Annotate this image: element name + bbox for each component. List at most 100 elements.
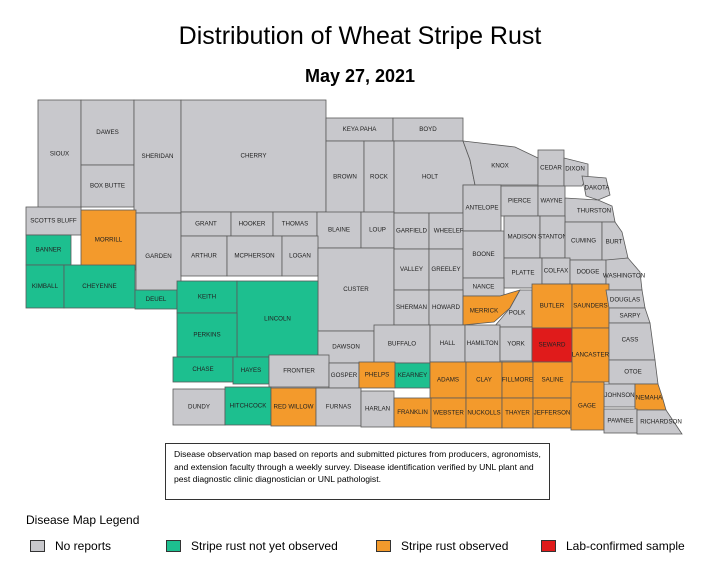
county-label-merrick: MERRICK <box>470 308 499 315</box>
county-gosper <box>328 362 360 389</box>
county-label-kearney: KEARNEY <box>398 372 428 379</box>
county-loup <box>360 211 395 249</box>
county-hamilton <box>464 324 501 363</box>
county-dundy <box>172 388 226 426</box>
county-cherry <box>180 99 327 213</box>
county-label-york: YORK <box>507 341 525 348</box>
county-label-phelps: PHELPS <box>365 372 389 379</box>
county-cheyenne <box>63 264 136 309</box>
county-label-webster: WEBSTER <box>433 410 464 417</box>
county-pierce <box>500 185 539 217</box>
county-label-blaine: BLAINE <box>328 227 350 234</box>
legend-label-no-reports: No reports <box>55 539 112 553</box>
county-label-valley: VALLEY <box>400 266 423 273</box>
legend-swatch-observed <box>376 540 391 552</box>
county-fillmore <box>501 361 534 399</box>
county-label-dundy: DUNDY <box>188 404 210 411</box>
county-label-madison: MADISON <box>508 234 537 241</box>
county-furnas <box>315 387 362 427</box>
county-label-buffalo: BUFFALO <box>388 341 416 348</box>
county-label-thurston: THURSTON <box>577 208 611 215</box>
county-label-kimball: KIMBALL <box>32 283 59 290</box>
county-label-clay: CLAY <box>476 377 492 384</box>
county-grant <box>180 211 232 237</box>
legend-swatch-not-observed <box>166 540 181 552</box>
county-label-logan: LOGAN <box>289 253 311 260</box>
county-label-chase: CHASE <box>192 366 213 373</box>
county-label-holt: HOLT <box>422 174 438 181</box>
county-label-howard: HOWARD <box>432 304 460 311</box>
county-label-polk: POLK <box>509 310 526 317</box>
county-label-dawes: DAWES <box>96 129 118 136</box>
county-label-nuckolls: NUCKOLLS <box>467 410 500 417</box>
county-label-sheridan: SHERIDAN <box>142 153 174 160</box>
county-label-pawnee: PAWNEE <box>607 418 633 425</box>
county-label-scotts-bluff: SCOTTS BLUFF <box>30 218 77 225</box>
county-label-keya-paha: KEYA PAHA <box>343 126 378 133</box>
county-label-deuel: DEUEL <box>146 296 167 303</box>
county-butler <box>531 283 573 329</box>
county-label-nance: NANCE <box>473 284 495 291</box>
county-nemaha <box>634 383 667 411</box>
map-date: May 27, 2021 <box>304 66 416 86</box>
legend-label-observed: Stripe rust observed <box>401 539 509 553</box>
county-arthur <box>180 235 228 277</box>
county-label-johnson: JOHNSON <box>604 392 634 399</box>
legend-title: Disease Map Legend <box>26 513 140 527</box>
county-label-arthur: ARTHUR <box>191 253 217 260</box>
county-red-willow <box>270 387 317 427</box>
county-wayne <box>537 185 566 217</box>
county-label-sarpy: SARPY <box>620 313 641 320</box>
county-label-richardson: RICHARDSON <box>640 419 682 426</box>
county-label-knox: KNOX <box>491 163 509 170</box>
county-franklin <box>393 397 432 428</box>
county-label-brown: BROWN <box>333 174 357 181</box>
county-label-otoe: OTOE <box>624 369 641 376</box>
legend-label-lab-confirmed: Lab-confirmed sample <box>566 539 685 553</box>
county-label-dixon: DIXON <box>565 166 585 173</box>
county-label-morrill: MORRILL <box>95 237 123 244</box>
county-chase <box>172 356 234 383</box>
county-lancaster <box>571 327 610 383</box>
county-label-thomas: THOMAS <box>282 221 308 228</box>
county-label-boyd: BOYD <box>419 126 437 133</box>
county-label-frontier: FRONTIER <box>283 368 315 375</box>
county-keith <box>176 280 238 314</box>
county-label-banner: BANNER <box>36 247 62 254</box>
county-label-garden: GARDEN <box>145 253 171 260</box>
county-burt <box>601 221 629 263</box>
county-label-seward: SEWARD <box>539 342 566 349</box>
county-label-gage: GAGE <box>578 403 596 410</box>
county-clay <box>465 361 503 399</box>
county-label-wayne: WAYNE <box>541 198 563 205</box>
county-label-antelope: ANTELOPE <box>465 205 498 212</box>
county-perkins <box>176 312 238 358</box>
county-label-hamilton: HAMILTON <box>467 340 498 347</box>
county-label-red-willow: RED WILLOW <box>274 404 314 411</box>
county-label-hayes: HAYES <box>241 367 262 374</box>
county-label-platte: PLATTE <box>512 270 535 277</box>
county-label-greeley: GREELEY <box>431 266 460 273</box>
county-hitchcock <box>224 386 272 426</box>
county-label-rock: ROCK <box>370 174 389 181</box>
county-label-furnas: FURNAS <box>326 404 351 411</box>
county-label-jefferson: JEFFERSON <box>534 410 571 417</box>
county-pawnee <box>603 408 638 434</box>
county-label-sherman: SHERMAN <box>396 304 427 311</box>
county-label-franklin: FRANKLIN <box>397 409 428 416</box>
county-saunders <box>571 283 610 329</box>
county-label-dakota: DAKOTA <box>585 185 611 192</box>
county-blaine <box>316 211 362 249</box>
county-label-dawson: DAWSON <box>332 344 360 351</box>
county-label-cheyenne: CHEYENNE <box>82 283 116 290</box>
county-banner <box>25 234 72 266</box>
county-label-sioux: SIOUX <box>50 151 69 158</box>
county-cuming <box>564 221 603 261</box>
county-label-saunders: SAUNDERS <box>573 303 607 310</box>
county-label-colfax: COLFAX <box>544 268 568 275</box>
county-label-burt: BURT <box>606 239 623 246</box>
county-label-garfield: GARFIELD <box>396 228 427 235</box>
county-label-custer: CUSTER <box>343 286 369 293</box>
county-stanton <box>539 215 566 259</box>
